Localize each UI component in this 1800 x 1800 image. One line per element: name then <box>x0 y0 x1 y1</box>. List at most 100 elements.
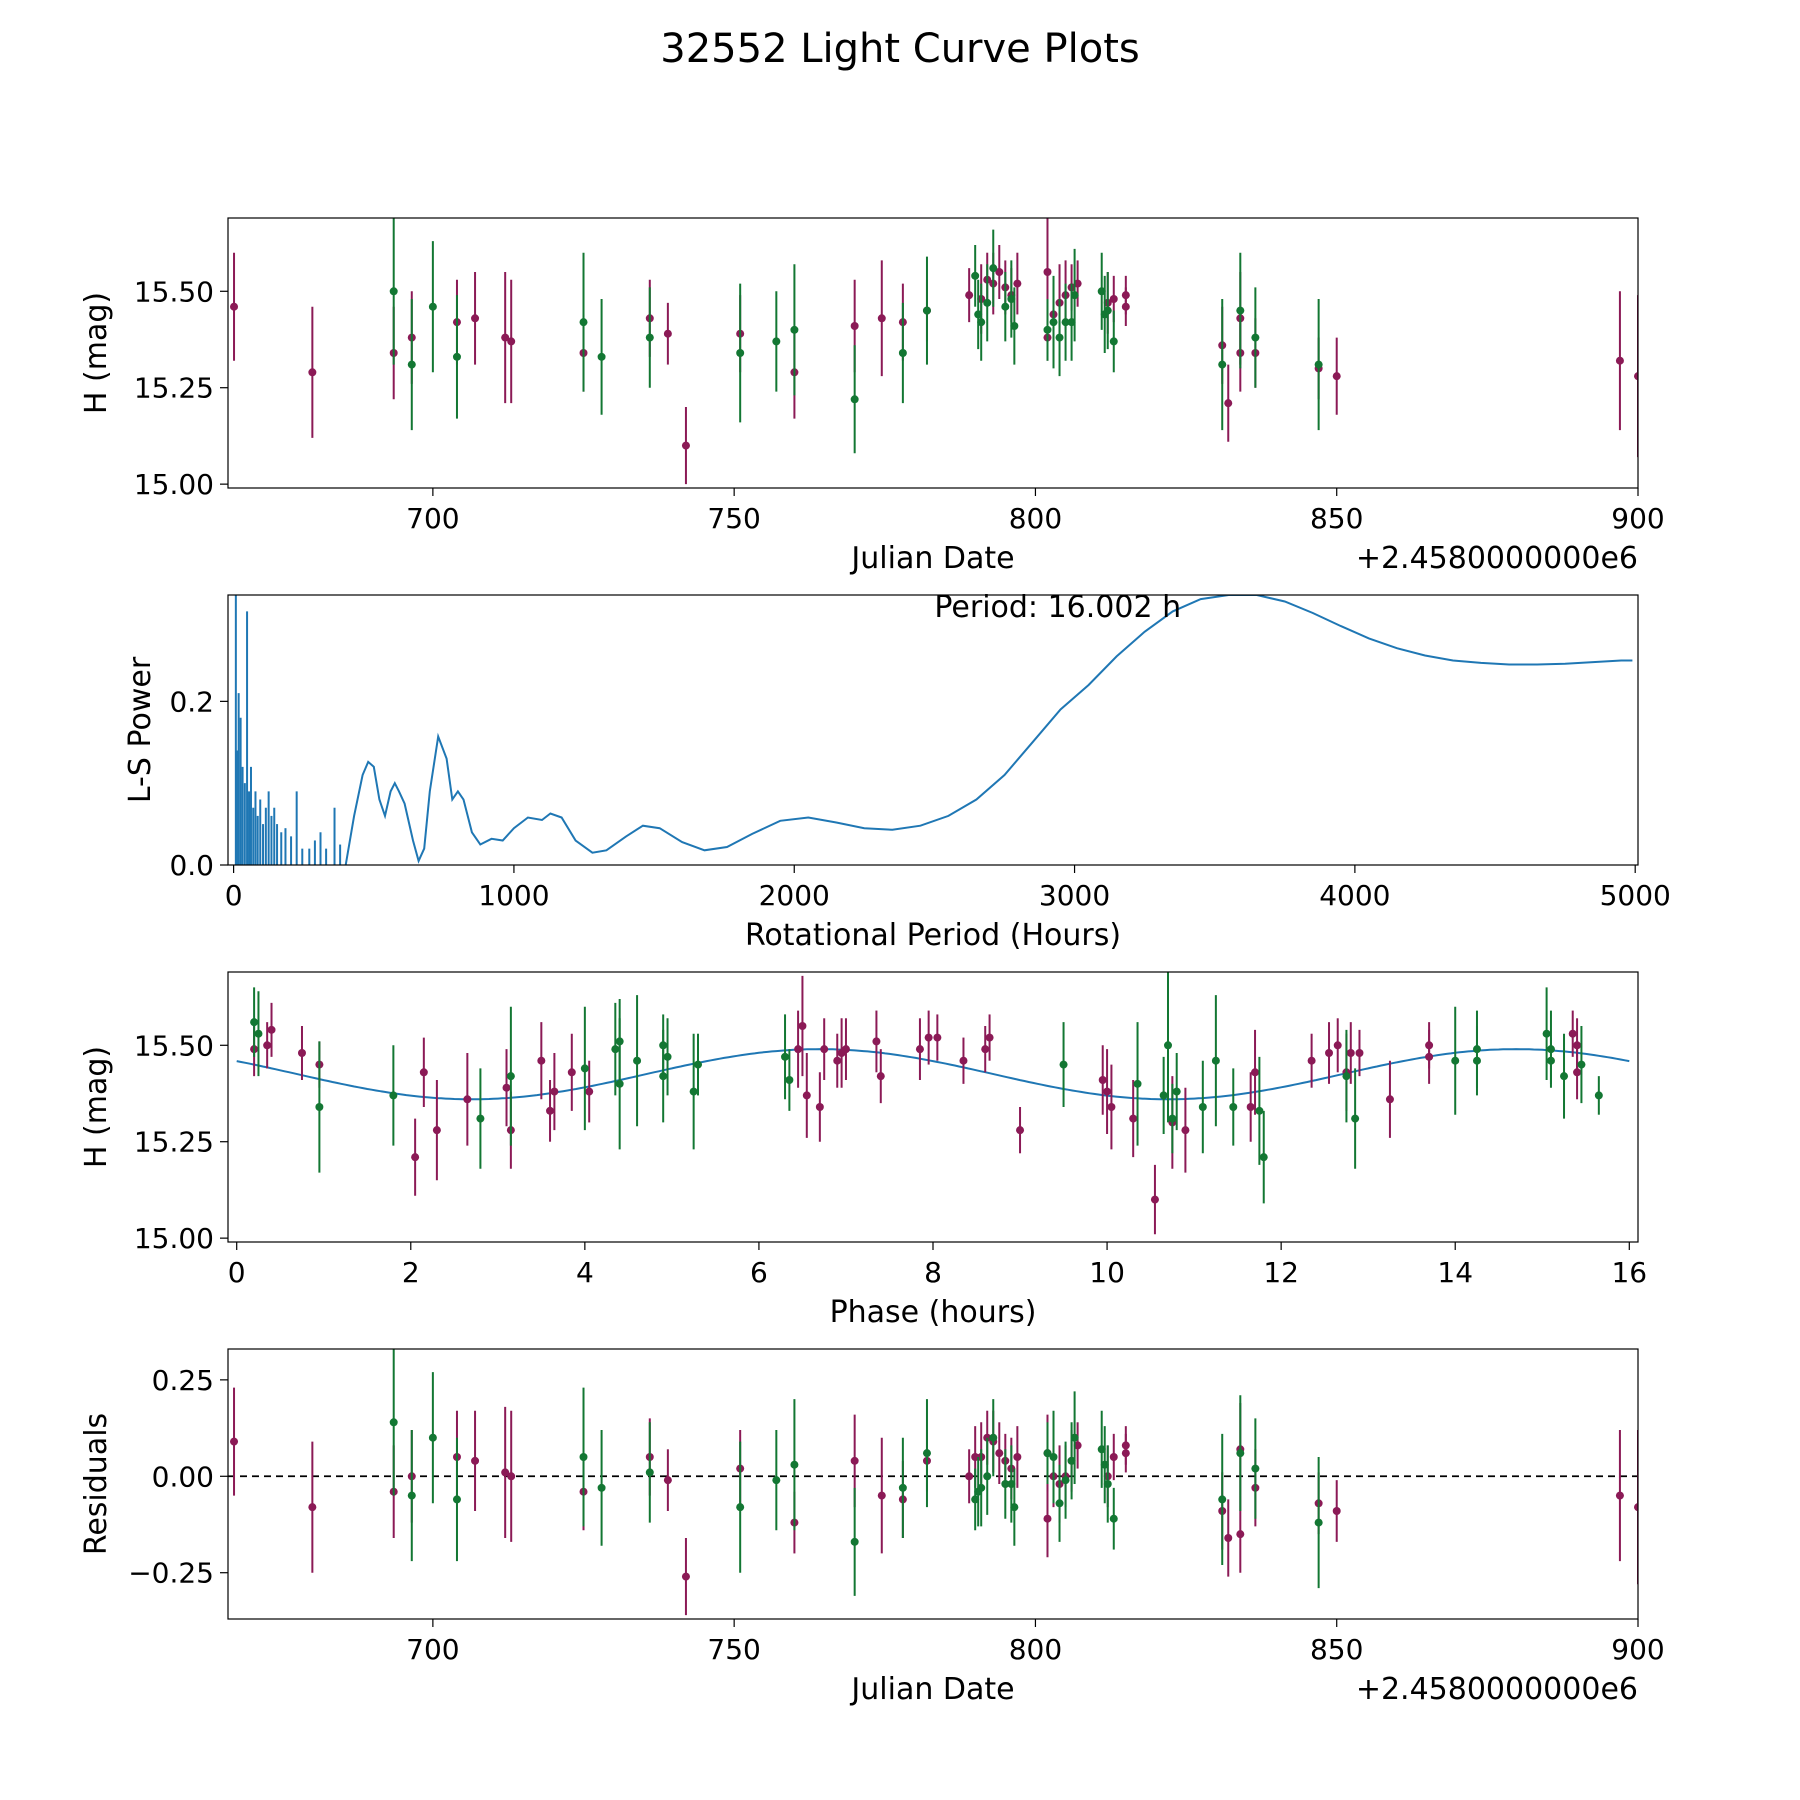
phase-filter_b-point <box>689 1087 698 1096</box>
residuals-filter_b-point <box>407 1491 416 1500</box>
phase-filter_a-point <box>1425 1041 1434 1050</box>
residuals-filter_a-point <box>1224 1534 1233 1542</box>
residuals-filter_a-point <box>507 1472 516 1481</box>
phase-filter_b-point <box>1351 1114 1360 1123</box>
lightcurve-xtick-label: 900 <box>1611 502 1664 535</box>
residuals-xtick-label: 700 <box>406 1633 459 1666</box>
lightcurve-filter_b-point <box>1061 318 1070 327</box>
phase-filter_b-point <box>611 1045 620 1054</box>
phase-filter_b-point <box>785 1076 794 1084</box>
model-curve <box>236 1048 1630 1101</box>
residuals-filter_a-point <box>663 1476 672 1485</box>
phase-filter_a-point <box>297 1049 306 1057</box>
phase-filter_a-point <box>933 1033 942 1042</box>
periodogram-data <box>234 595 1633 865</box>
phase-xtick-label: 4 <box>576 1256 594 1289</box>
phase-filter_b-point <box>1211 1056 1220 1065</box>
phase-data <box>236 972 1630 1235</box>
periodogram-xtick-label: 1000 <box>478 879 549 912</box>
lightcurve-filter_b-point <box>1067 318 1076 327</box>
periodogram-line <box>344 595 1633 865</box>
lightcurve-filter_b-point <box>736 349 745 357</box>
residuals-filter_b-point <box>977 1483 986 1492</box>
residuals-xtick-label: 800 <box>1009 1633 1062 1666</box>
phase-filter_a-point <box>833 1056 842 1065</box>
residuals-filter_a-point <box>471 1456 480 1465</box>
residuals-filter_a-point <box>995 1449 1004 1458</box>
lightcurve-filter_a-point <box>308 368 317 377</box>
residuals-filter_b-point <box>1251 1464 1260 1473</box>
phase-filter_a-point <box>1568 1029 1577 1038</box>
lightcurve-filter_b-point <box>983 298 992 307</box>
residuals-filter_a-point <box>230 1437 239 1446</box>
residuals-filter_b-point <box>597 1483 606 1492</box>
phase-filter_b-point <box>1259 1153 1268 1162</box>
residuals-filter_b-point <box>1049 1453 1058 1461</box>
phase-filter_b-point <box>1577 1060 1586 1069</box>
lightcurve-filter_a-point <box>995 268 1004 276</box>
residuals-filter_b-point <box>1055 1499 1064 1508</box>
phase-filter_a-point <box>1150 1195 1159 1204</box>
lightcurve-filter_b-point <box>407 360 416 369</box>
phase-filter_b-point <box>476 1114 485 1123</box>
residuals-ytick-label: 0.00 <box>152 1460 214 1493</box>
residuals-filter_b-point <box>1061 1476 1070 1485</box>
phase-filter_a-point <box>1016 1126 1025 1135</box>
phase-filter_a-point <box>546 1106 555 1115</box>
lightcurve-filter_b-point <box>645 333 654 342</box>
phase-filter_a-point <box>585 1087 594 1096</box>
phase-filter_b-point <box>1164 1041 1172 1050</box>
phase-filter_a-point <box>1333 1041 1342 1050</box>
residuals-filter_b-point <box>922 1449 931 1458</box>
lightcurve-filter_b-point <box>850 395 859 404</box>
residuals-xtick-label: 750 <box>707 1633 760 1666</box>
residuals-filter_b-point <box>898 1483 907 1492</box>
residuals-filter_a-point <box>850 1456 859 1465</box>
lightcurve-xtick-label: 750 <box>707 502 760 535</box>
residuals-filter_a-point <box>1013 1453 1022 1461</box>
phase-filter_a-point <box>876 1072 885 1081</box>
residuals-filter_b-point <box>1100 1460 1109 1469</box>
residuals-filter_a-point <box>1332 1507 1341 1515</box>
phase-filter_a-point <box>794 1045 803 1054</box>
phase-filter_a-point <box>1573 1068 1582 1077</box>
lightcurve-filter_b-point <box>1043 325 1052 334</box>
phase-filter_b-point <box>659 1041 668 1050</box>
lightcurve-filter_a-point <box>1121 302 1130 311</box>
phase-filter_a-point <box>263 1041 272 1050</box>
residuals-frame <box>227 1348 1639 1620</box>
lightcurve-ytick-label: 15.50 <box>134 275 214 308</box>
phase-filter_a-point <box>802 1091 811 1100</box>
residuals-filter_a-point <box>1121 1449 1130 1458</box>
lightcurve-filter_a-point <box>965 291 974 300</box>
phase-filter_b-point <box>633 1056 642 1065</box>
residuals-filter_b-point <box>850 1537 859 1546</box>
residuals-data <box>228 1349 1638 1616</box>
lightcurve-xtick-label: 850 <box>1310 502 1363 535</box>
residuals-filter_b-point <box>1043 1449 1052 1458</box>
residuals-filter_a-point <box>1236 1530 1245 1539</box>
phase-filter_a-point <box>502 1083 511 1092</box>
lightcurve-filter_b-point <box>922 306 931 315</box>
residuals-axes <box>220 1348 1639 1627</box>
residuals-ylabel: Residuals <box>79 1413 114 1555</box>
lightcurve-ylabel: H (mag) <box>79 292 114 414</box>
phase-filter_a-point <box>1307 1056 1316 1065</box>
periodogram-xtick-label: 3000 <box>1039 879 1110 912</box>
phase-filter_a-point <box>1107 1103 1116 1111</box>
phase-filter_a-point <box>915 1045 924 1054</box>
phase-xlabel: Phase (hours) <box>830 1295 1037 1330</box>
phase-filter_a-point <box>1181 1126 1190 1135</box>
residuals-filter_a-point <box>1634 1503 1638 1512</box>
residuals-filter_a-point <box>681 1572 690 1581</box>
residuals-filter_b-point <box>428 1433 437 1442</box>
lightcurve-frame <box>227 217 1639 489</box>
phase-xtick-label: 10 <box>1089 1256 1125 1289</box>
lightcurve-filter_b-point <box>1007 295 1016 303</box>
residuals-filter_b-point <box>971 1495 980 1504</box>
periodogram-ylabel: L-S Power <box>123 656 158 803</box>
periodogram-frame <box>227 594 1639 866</box>
residuals-filter_b-point <box>1109 1514 1118 1523</box>
residuals-filter_a-point <box>501 1468 510 1477</box>
phase-filter_a-point <box>463 1095 472 1104</box>
